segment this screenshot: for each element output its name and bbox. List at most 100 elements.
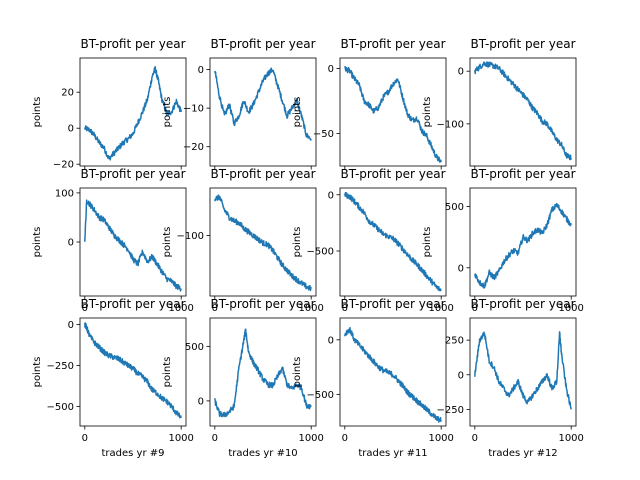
subplot-7-ytick-label: 0 [328, 190, 334, 201]
subplot-11-xlabel: trades yr #11 [358, 448, 427, 459]
subplot-10-background [210, 318, 316, 426]
subplot-1-ytick-label: −20 [53, 160, 74, 171]
subplot-6-ylabel: points [162, 227, 173, 258]
subplot-8-title: BT-profit per year [470, 167, 575, 181]
subplot-7-ytick-label: −500 [307, 247, 334, 258]
subplot-7-ylabel: points [292, 227, 303, 258]
subplot-10-xtick-label: 0 [212, 433, 218, 444]
subplot-12-background [470, 318, 576, 426]
subplot-3-ytick-label: 0 [328, 64, 334, 75]
subplot-11 [336, 317, 447, 430]
subplot-10-xtick-label: 1000 [298, 433, 323, 444]
subplot-8-frame [469, 187, 577, 297]
subplot-2-frame [209, 57, 317, 167]
subplot-10-frame [209, 317, 317, 427]
subplot-12-xtick-label: 1000 [558, 433, 583, 444]
subplot-7-xtick-label: 1000 [428, 303, 453, 314]
subplot-2-title: BT-profit per year [210, 37, 315, 51]
subplot-5-ytick-label: 0 [68, 238, 74, 249]
subplot-2 [206, 57, 317, 170]
subplot-12-ytick-label: −250 [437, 405, 464, 416]
subplot-12 [466, 317, 577, 430]
subplot-4 [466, 57, 577, 170]
subplot-12-xlabel: trades yr #12 [488, 448, 557, 459]
subplot-6-title: BT-profit per year [210, 167, 315, 181]
subplot-2-ylabel: points [162, 97, 173, 128]
subplot-9-frame [79, 317, 187, 427]
subplot-12-title: BT-profit per year [470, 297, 575, 311]
subplot-11-xtick-label: 1000 [428, 433, 453, 444]
subplot-12-ytick-label: 0 [458, 370, 464, 381]
subplot-9-ytick-label: −500 [47, 402, 74, 413]
subplot-5-ylabel: points [32, 227, 43, 258]
subplot-9-xtick-label: 0 [82, 433, 88, 444]
subplot-7 [336, 187, 447, 300]
subplot-11-title: BT-profit per year [340, 297, 445, 311]
subplot-4-frame [469, 57, 577, 167]
subplot-7-xtick-label: 0 [342, 303, 348, 314]
subplot-10 [206, 317, 317, 430]
subplot-6-series-line [214, 194, 312, 292]
subplot-5-ytick-label: 100 [55, 188, 74, 199]
subplot-3-ytick-label: −50 [313, 129, 334, 140]
subplot-4-background [470, 58, 576, 166]
subplot-1-frame [79, 57, 187, 167]
subplot-11-background [340, 318, 446, 426]
subplot-6 [206, 187, 317, 300]
subplot-1-title: BT-profit per year [80, 37, 185, 51]
subplot-8-ylabel: points [422, 227, 433, 258]
subplot-4-ytick-label: −100 [437, 119, 464, 130]
subplot-11-ytick-label: 0 [328, 335, 334, 346]
subplot-6-xtick-label: 1000 [298, 303, 323, 314]
subplot-1-ytick-label: 20 [61, 88, 74, 99]
subplot-3 [336, 57, 447, 170]
subplot-11-frame [339, 317, 447, 427]
subplot-2-ytick-label: 0 [198, 65, 204, 76]
subplot-3-title: BT-profit per year [340, 37, 445, 51]
subplot-8-xtick-label: 1000 [558, 303, 583, 314]
subplot-3-frame [339, 57, 447, 167]
subplot-11-ylabel: points [292, 357, 303, 388]
subplot-8-series-line [474, 202, 572, 289]
subplot-6-ytick-label: −100 [177, 231, 204, 242]
subplot-11-ytick-label: −500 [307, 390, 334, 401]
subplot-2-background [210, 58, 316, 166]
subplot-7-title: BT-profit per year [340, 167, 445, 181]
subplot-9-title: BT-profit per year [80, 297, 185, 311]
subplot-9-ytick-label: −250 [47, 361, 74, 372]
subplot-9-ytick-label: 0 [68, 320, 74, 331]
subplot-7-frame [339, 187, 447, 297]
subplot-10-ytick-label: 500 [185, 342, 204, 353]
subplot-12-frame [469, 317, 577, 427]
subplot-2-series-line [214, 67, 312, 141]
subplot-5-title: BT-profit per year [80, 167, 185, 181]
subplot-5 [76, 187, 187, 300]
subplot-4-title: BT-profit per year [470, 37, 575, 51]
subplot-10-xlabel: trades yr #10 [228, 448, 297, 459]
subplot-9-ylabel: points [32, 357, 43, 388]
subplot-9-xlabel: trades yr #9 [102, 448, 165, 459]
subplot-2-ytick-label: −20 [183, 142, 204, 153]
subplot-5-xtick-label: 1000 [168, 303, 193, 314]
subplot-1-ytick-label: 0 [68, 124, 74, 135]
subplot-10-ylabel: points [162, 357, 173, 388]
subplot-4-series-line [474, 61, 572, 161]
subplot-12-series-line [474, 331, 572, 410]
subplot-9-series-line [84, 322, 182, 419]
subplot-8-xtick-label: 0 [472, 303, 478, 314]
subplot-1-ylabel: points [32, 97, 43, 128]
subplot-7-series-line [344, 191, 442, 292]
subplot-1 [76, 57, 187, 170]
subplot-8-ytick-label: 500 [445, 202, 464, 213]
subplot-9-background [80, 318, 186, 426]
subplot-11-xtick-label: 0 [342, 433, 348, 444]
subplot-8-ytick-label: 0 [458, 263, 464, 274]
subplot-6-frame [209, 187, 317, 297]
subplot-4-ylabel: points [422, 97, 433, 128]
subplot-9 [76, 317, 187, 430]
subplot-12-ytick-label: 250 [445, 336, 464, 347]
subplot-10-ytick-label: 0 [198, 396, 204, 407]
subplot-8 [466, 187, 577, 300]
subplot-5-series-line [84, 199, 182, 292]
